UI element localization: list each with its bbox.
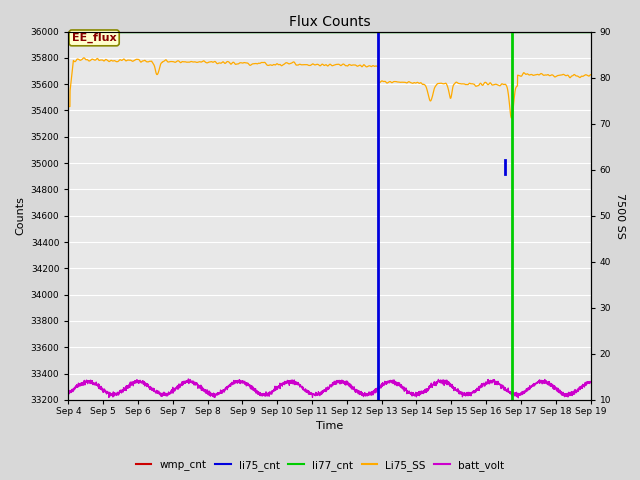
- Title: Flux Counts: Flux Counts: [289, 15, 371, 29]
- Text: EE_flux: EE_flux: [72, 33, 116, 43]
- Y-axis label: 7500 SS: 7500 SS: [615, 193, 625, 239]
- Y-axis label: Counts: Counts: [15, 196, 25, 235]
- Legend: wmp_cnt, li75_cnt, li77_cnt, Li75_SS, batt_volt: wmp_cnt, li75_cnt, li77_cnt, Li75_SS, ba…: [131, 456, 509, 475]
- X-axis label: Time: Time: [316, 421, 343, 432]
